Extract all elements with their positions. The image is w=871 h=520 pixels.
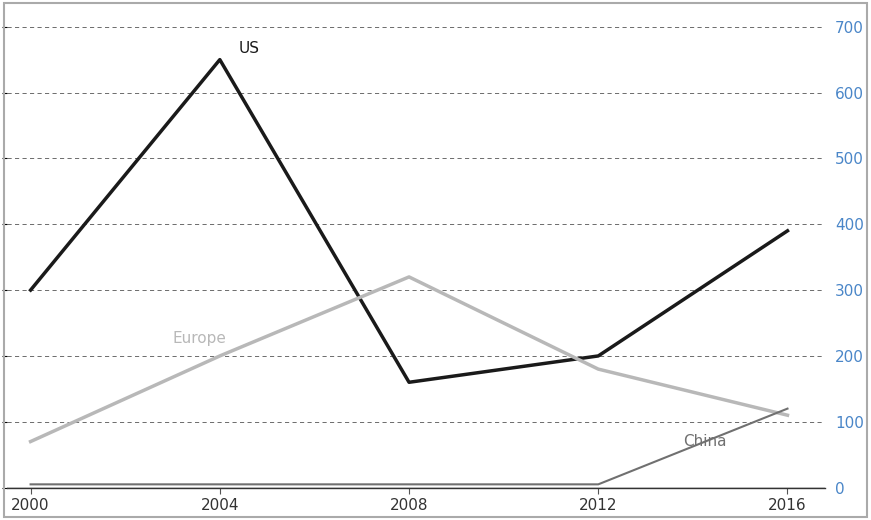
Text: US: US: [239, 41, 260, 56]
Text: Europe: Europe: [172, 331, 226, 346]
Text: China: China: [684, 434, 727, 449]
